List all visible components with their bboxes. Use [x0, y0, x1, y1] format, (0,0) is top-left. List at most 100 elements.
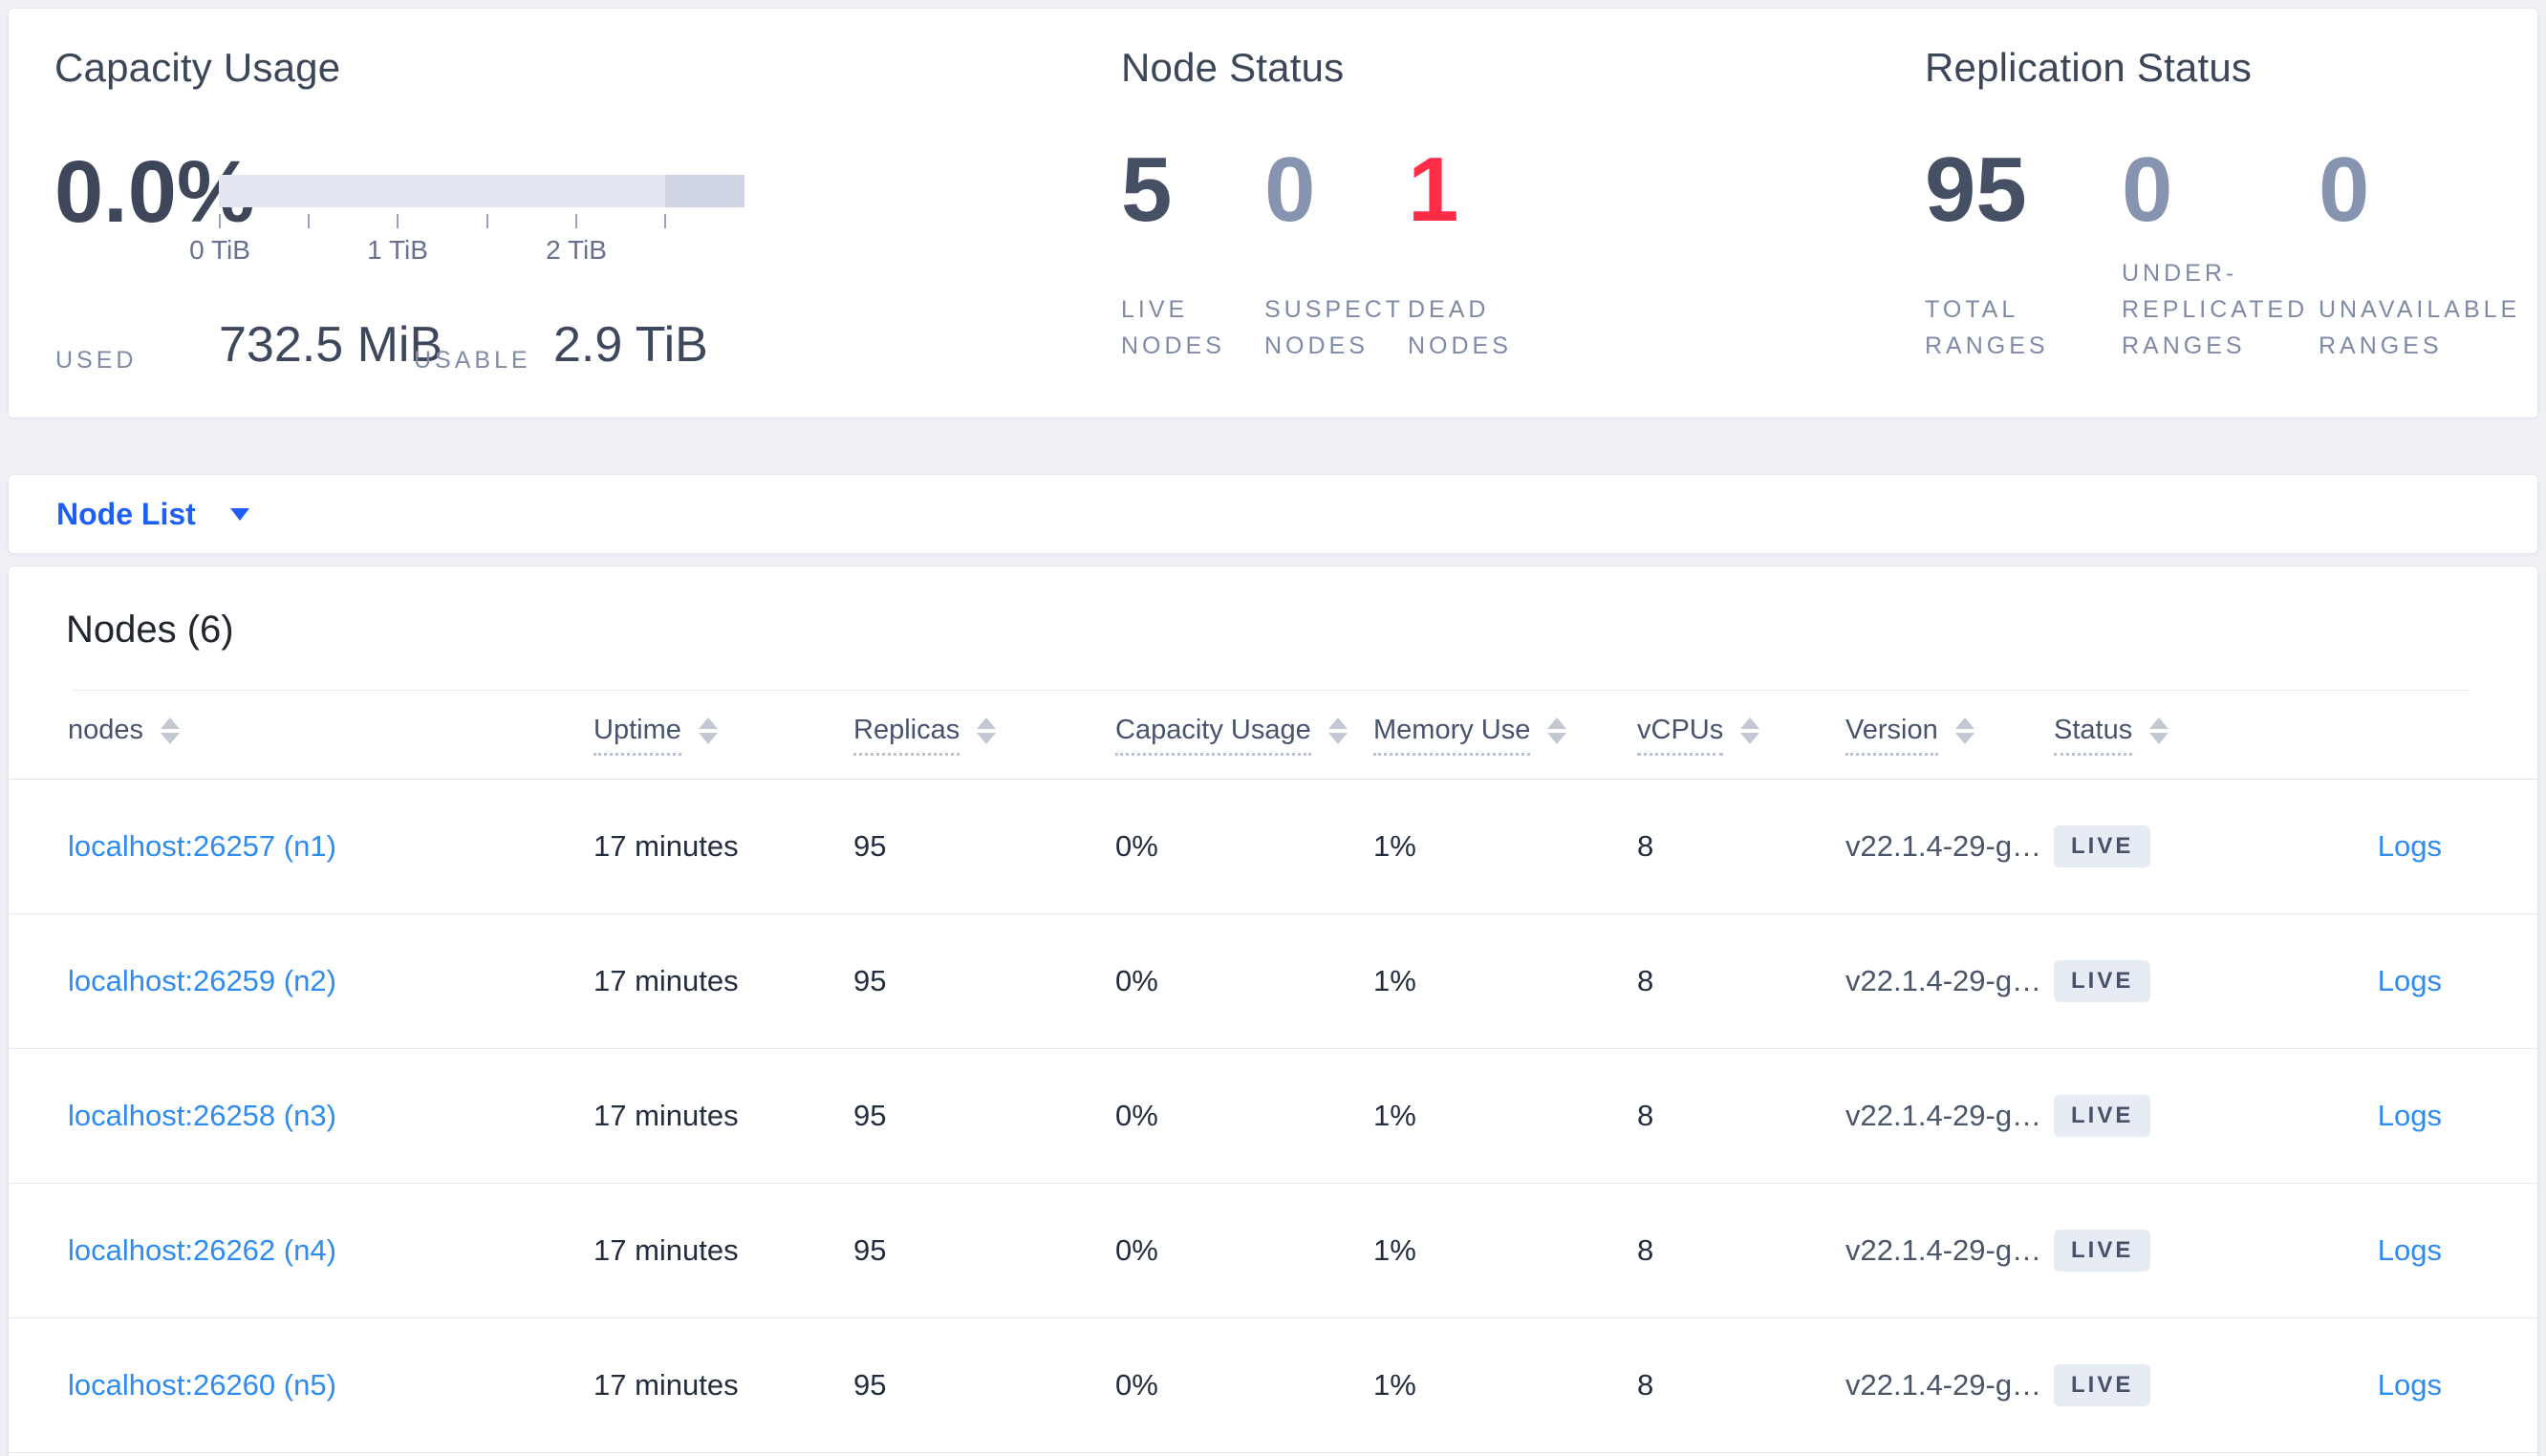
sort-icon — [1954, 717, 1974, 744]
logs-link[interactable]: Logs — [2377, 829, 2442, 864]
status-badge: LIVE — [2054, 1095, 2151, 1137]
uptime-cell: 17 minutes — [593, 964, 739, 998]
suspect-nodes-count: 0 — [1264, 139, 1316, 241]
replicas-cell: 95 — [853, 1099, 887, 1133]
column-header-memory-use-label: Memory Use — [1373, 715, 1531, 756]
vcpus-cell: 8 — [1637, 964, 1654, 998]
column-header-vcpus-label: vCPUs — [1637, 715, 1724, 756]
nodes-table-heading: Nodes (6) — [66, 609, 234, 651]
replicas-cell: 95 — [853, 1233, 887, 1268]
version-cell: v22.1.4-29-g… — [1845, 1099, 2042, 1133]
logs-link[interactable]: Logs — [2377, 1368, 2442, 1402]
sort-icon — [1740, 717, 1760, 744]
sort-icon — [2149, 717, 2169, 744]
node-link[interactable]: localhost:26257 (n1) — [68, 829, 336, 864]
uptime-cell: 17 minutes — [593, 1099, 739, 1133]
column-header-status-label: Status — [2054, 715, 2133, 756]
table-row: localhost:26257 (n1) 17 minutes 95 0% 1%… — [9, 780, 2537, 914]
capacity-usage-cell: 0% — [1115, 1233, 1158, 1268]
capacity-gauge-ticks — [219, 214, 744, 229]
node-list-view-selector[interactable]: Node List — [56, 496, 196, 531]
version-cell: v22.1.4-29-g… — [1845, 1233, 2042, 1268]
usable-label: USABLE — [414, 347, 531, 374]
cluster-summary-card: Capacity Usage 0.0% 0 TiB 1 TiB 2 TiB US… — [8, 8, 2538, 418]
unavailable-ranges-stat: 0 UNAVAILABLE RANGES — [2319, 139, 2516, 364]
tick-label-0tib: 0 TiB — [189, 235, 250, 265]
capacity-usage-cell: 0% — [1115, 829, 1158, 864]
column-header-uptime-label: Uptime — [593, 715, 681, 756]
suspect-nodes-stat: 0 SUSPECT NODES — [1264, 139, 1400, 364]
memory-use-cell: 1% — [1373, 1099, 1416, 1133]
replicas-cell: 95 — [853, 1368, 887, 1402]
memory-use-cell: 1% — [1373, 829, 1416, 864]
table-row: localhost:26259 (n2) 17 minutes 95 0% 1%… — [9, 914, 2537, 1049]
logs-link[interactable]: Logs — [2377, 1099, 2442, 1133]
memory-use-cell: 1% — [1373, 1233, 1416, 1268]
table-header-row: nodes Uptime Replicas Capacity Usage Mem… — [9, 691, 2537, 780]
suspect-nodes-label: SUSPECT NODES — [1264, 296, 1404, 359]
replication-status-title: Replication Status — [1925, 45, 2253, 90]
node-link[interactable]: localhost:26262 (n4) — [68, 1233, 336, 1268]
table-row: localhost:26262 (n4) 17 minutes 95 0% 1%… — [9, 1184, 2537, 1318]
total-ranges-label: TOTAL RANGES — [1925, 296, 2049, 359]
dead-nodes-stat: 1 DEAD NODES — [1408, 142, 1532, 364]
unavailable-ranges-count: 0 — [2319, 139, 2370, 241]
under-replicated-ranges-count: 0 — [2122, 139, 2173, 241]
status-badge: LIVE — [2054, 960, 2151, 1002]
caret-down-icon — [229, 507, 249, 521]
column-header-status[interactable]: Status — [2054, 715, 2302, 756]
view-selector-bar: Node List — [8, 474, 2538, 554]
uptime-cell: 17 minutes — [593, 1368, 739, 1402]
vcpus-cell: 8 — [1637, 829, 1654, 864]
uptime-cell: 17 minutes — [593, 829, 739, 864]
dead-nodes-label: DEAD NODES — [1408, 296, 1512, 359]
total-ranges-count: 95 — [1925, 139, 2027, 241]
column-header-replicas[interactable]: Replicas — [853, 715, 1115, 756]
column-header-version-label: Version — [1845, 715, 1938, 756]
live-nodes-stat: 5 LIVE NODES — [1121, 142, 1245, 364]
status-badge: LIVE — [2054, 1364, 2151, 1406]
column-header-version[interactable]: Version — [1845, 715, 2054, 756]
usable-value: 2.9 TiB — [553, 317, 708, 373]
sort-icon — [1327, 717, 1348, 744]
memory-use-cell: 1% — [1373, 1368, 1416, 1402]
column-header-vcpus[interactable]: vCPUs — [1637, 715, 1845, 756]
unavailable-ranges-label: UNAVAILABLE RANGES — [2319, 296, 2521, 359]
sort-icon — [1547, 717, 1567, 744]
status-badge: LIVE — [2054, 825, 2151, 867]
capacity-usage-cell: 0% — [1115, 1099, 1158, 1133]
total-ranges-stat: 95 TOTAL RANGES — [1925, 142, 2087, 364]
table-row: localhost:26258 (n3) 17 minutes 95 0% 1%… — [9, 1049, 2537, 1184]
logs-link[interactable]: Logs — [2377, 1233, 2442, 1268]
capacity-gauge: 0 TiB 1 TiB 2 TiB — [189, 175, 744, 268]
column-header-nodes[interactable]: nodes — [68, 715, 593, 756]
logs-link[interactable]: Logs — [2377, 964, 2442, 998]
node-status-title: Node Status — [1121, 45, 1345, 90]
heading-divider — [74, 690, 2470, 691]
node-status-stats: 5 LIVE NODES 0 SUSPECT NODES 1 DEAD NODE… — [1121, 142, 1532, 364]
replication-status-stats: 95 TOTAL RANGES 0 UNDER-REPLICATED RANGE… — [1925, 139, 2516, 364]
under-replicated-ranges-label: UNDER-REPLICATED RANGES — [2122, 260, 2309, 359]
used-value: 732.5 MiB — [219, 317, 443, 373]
replicas-cell: 95 — [853, 964, 887, 998]
column-header-capacity-usage[interactable]: Capacity Usage — [1115, 715, 1373, 756]
capacity-gauge-bar — [219, 175, 744, 207]
column-header-nodes-label: nodes — [68, 714, 144, 745]
node-link[interactable]: localhost:26259 (n2) — [68, 964, 336, 998]
table-row: localhost:26260 (n5) 17 minutes 95 0% 1%… — [9, 1318, 2537, 1453]
version-cell: v22.1.4-29-g… — [1845, 1368, 2042, 1402]
column-header-replicas-label: Replicas — [853, 715, 960, 756]
replicas-cell: 95 — [853, 829, 887, 864]
capacity-gauge-bar-reserved — [665, 175, 744, 207]
used-label: USED — [55, 347, 138, 374]
version-cell: v22.1.4-29-g… — [1845, 829, 2042, 864]
column-header-memory-use[interactable]: Memory Use — [1373, 715, 1637, 756]
sort-icon — [977, 717, 997, 744]
column-header-uptime[interactable]: Uptime — [593, 715, 853, 756]
node-link[interactable]: localhost:26258 (n3) — [68, 1099, 336, 1133]
node-link[interactable]: localhost:26260 (n5) — [68, 1368, 336, 1402]
vcpus-cell: 8 — [1637, 1099, 1654, 1133]
column-header-capacity-usage-label: Capacity Usage — [1115, 715, 1311, 756]
sort-icon — [698, 717, 718, 744]
vcpus-cell: 8 — [1637, 1233, 1654, 1268]
